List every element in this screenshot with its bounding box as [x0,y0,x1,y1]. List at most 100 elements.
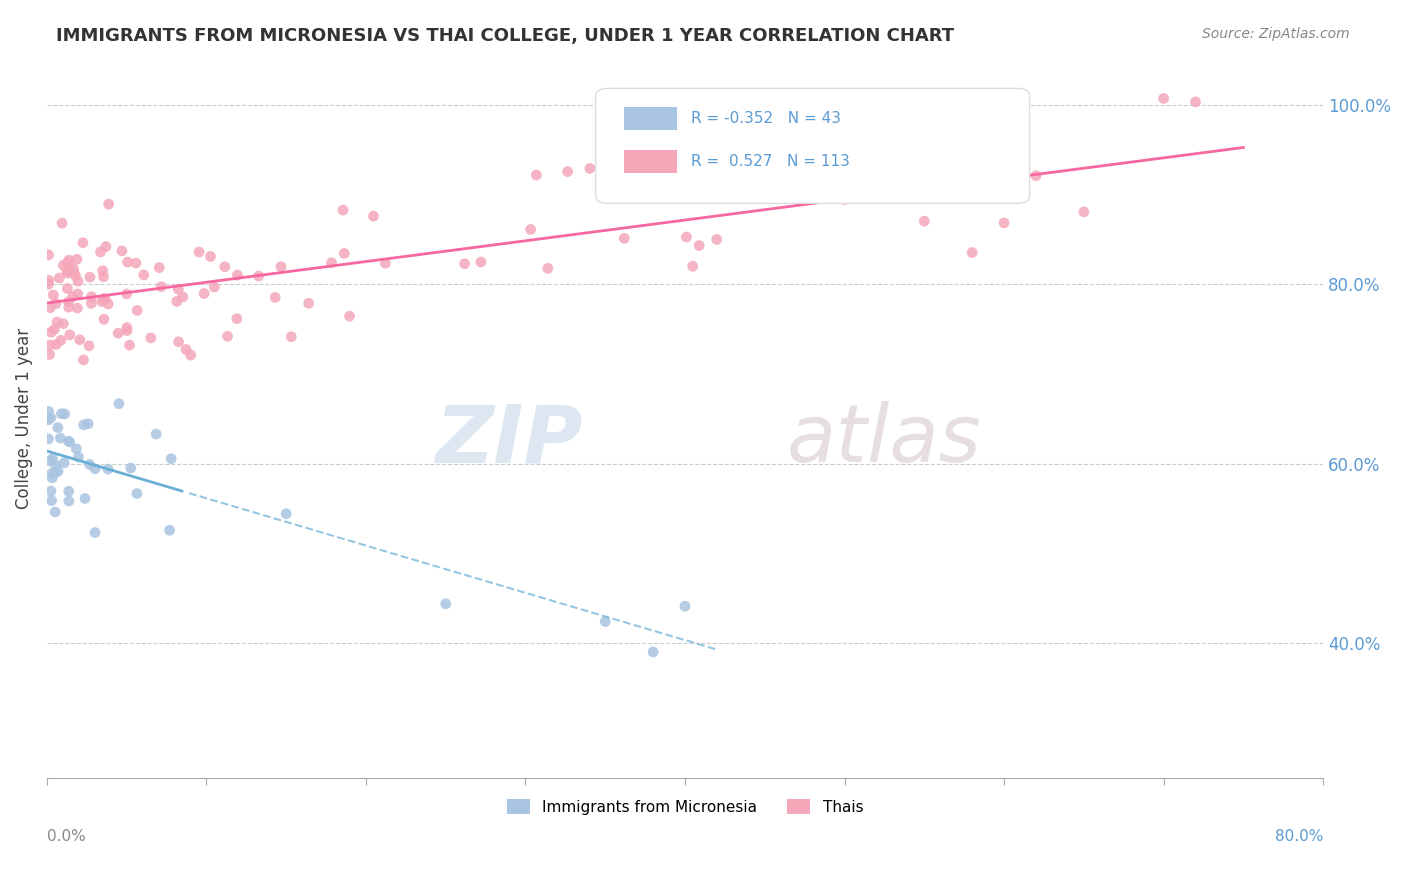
Point [1073,205,1095,219]
Point [148,260,170,275]
Point [41,451,63,466]
Point [107,326,129,341]
Point [115,287,138,301]
Point [91,264,114,278]
Point [37,413,59,427]
Point [180,348,202,362]
Point [225,311,247,326]
Point [44,466,66,480]
Point [166,294,188,309]
Point [613,231,636,245]
Point [46,464,69,478]
Point [519,222,541,236]
Point [66,301,89,315]
Point [37,432,59,446]
Point [643,645,665,659]
Point [62,289,84,303]
Point [63,267,86,281]
Point [172,290,194,304]
Point [453,257,475,271]
Point [332,203,354,218]
Point [80,290,103,304]
Text: R =  0.527   N = 113: R = 0.527 N = 113 [692,154,851,169]
Point [66,252,89,267]
Point [115,324,138,338]
Point [193,286,215,301]
Point [44,505,66,519]
Point [66,287,89,301]
Point [53,407,76,421]
Text: Source: ZipAtlas.com: Source: ZipAtlas.com [1202,27,1350,41]
Point [37,277,59,292]
Point [58,253,80,268]
Point [79,458,101,472]
Point [37,404,59,418]
Point [59,263,82,277]
Point [132,268,155,282]
Point [39,484,62,499]
Point [579,161,602,176]
Point [434,597,457,611]
Point [118,338,141,352]
Point [90,294,112,309]
Point [58,484,80,499]
Point [41,493,63,508]
Point [280,329,302,343]
Point [62,262,84,277]
Point [150,279,173,293]
Point [49,334,72,348]
Point [159,524,181,538]
Text: IMMIGRANTS FROM MICRONESIA VS THAI COLLEGE, UNDER 1 YEAR CORRELATION CHART: IMMIGRANTS FROM MICRONESIA VS THAI COLLE… [56,27,955,45]
Point [65,442,87,456]
Point [84,462,107,476]
Point [706,232,728,246]
Point [673,599,696,614]
Point [188,245,211,260]
Point [39,410,62,425]
Point [688,178,710,193]
Point [470,255,492,269]
Point [44,322,66,336]
Point [51,216,73,230]
Point [276,507,298,521]
Point [80,296,103,310]
Point [120,461,142,475]
Point [38,347,60,361]
Text: ZIP: ZIP [436,401,583,480]
Point [264,290,287,304]
Point [834,193,856,207]
Point [94,239,117,253]
Point [524,168,547,182]
Point [72,352,94,367]
Point [214,260,236,274]
Point [217,329,239,343]
Point [682,259,704,273]
Point [41,467,63,481]
Point [111,244,134,258]
Point [56,264,79,278]
Point [53,456,76,470]
Point [97,197,120,211]
Y-axis label: College, Under 1 year: College, Under 1 year [15,328,32,509]
Point [58,300,80,314]
Legend: Immigrants from Micronesia, Thais: Immigrants from Micronesia, Thais [501,793,869,821]
Point [688,238,710,252]
Point [125,256,148,270]
Point [321,256,343,270]
Point [39,325,62,339]
Point [912,214,935,228]
Point [67,450,90,464]
Point [174,343,197,357]
Point [374,256,396,270]
Point [333,246,356,260]
Point [58,434,80,449]
Point [557,164,579,178]
Point [73,417,96,432]
Point [84,525,107,540]
Point [1184,95,1206,109]
Point [37,248,59,262]
Point [49,431,72,445]
Text: R = -0.352   N = 43: R = -0.352 N = 43 [692,111,841,126]
Point [38,273,60,287]
Point [48,271,70,285]
